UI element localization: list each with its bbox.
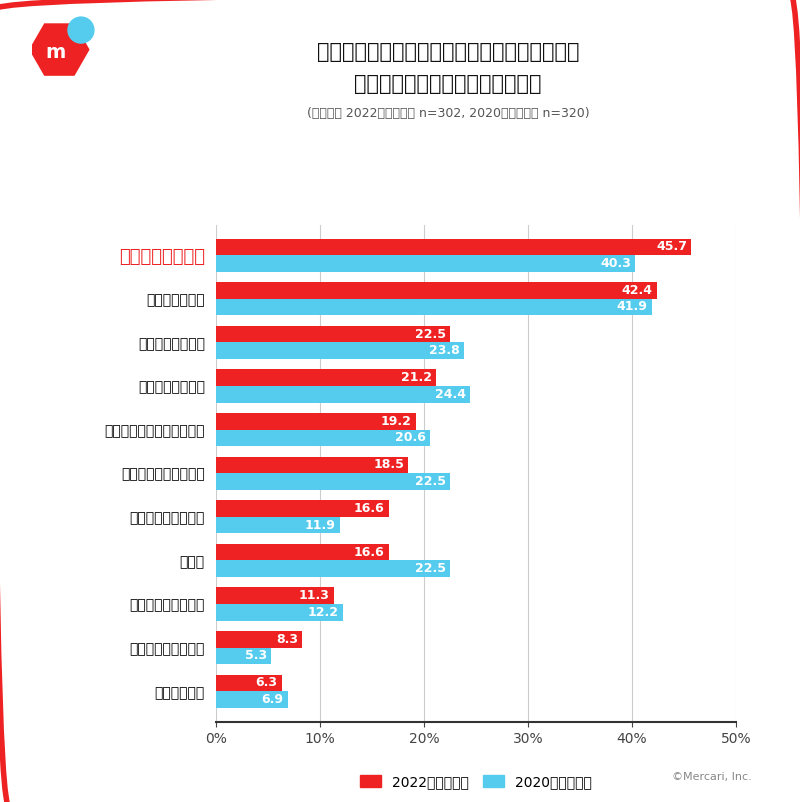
Bar: [216, 544, 389, 561]
Text: 19.2: 19.2: [381, 415, 411, 427]
Text: 20.6: 20.6: [395, 431, 426, 444]
Bar: [216, 298, 652, 315]
Text: 12.2: 12.2: [308, 606, 338, 619]
Bar: [216, 238, 691, 255]
Bar: [216, 370, 437, 386]
Bar: [216, 413, 416, 430]
Bar: [216, 255, 635, 272]
Bar: [216, 342, 463, 359]
Bar: [216, 282, 657, 298]
Text: 21.2: 21.2: [402, 371, 432, 384]
Text: 当てはまるものをお答えください: 当てはまるものをお答えください: [354, 75, 542, 94]
Text: ©Mercari, Inc.: ©Mercari, Inc.: [672, 772, 752, 782]
Bar: [216, 631, 302, 648]
Text: 18.5: 18.5: [374, 459, 404, 472]
Bar: [216, 473, 450, 490]
Text: 45.7: 45.7: [656, 241, 687, 253]
Bar: [216, 604, 343, 621]
Bar: [216, 691, 288, 708]
Text: 22.5: 22.5: [415, 327, 446, 341]
Bar: [216, 587, 334, 604]
Text: 42.4: 42.4: [622, 284, 653, 297]
Text: 16.6: 16.6: [354, 545, 385, 559]
Text: 16.6: 16.6: [354, 502, 385, 515]
Bar: [216, 561, 450, 577]
Text: 「中古品」として購入機会が増えたモノとして: 「中古品」として購入機会が増えたモノとして: [317, 43, 579, 62]
Bar: [216, 648, 271, 664]
Bar: [216, 500, 389, 516]
Circle shape: [68, 17, 94, 43]
Legend: 2022年調査結果, 2020年調査結果: 2022年調査結果, 2020年調査結果: [354, 769, 598, 795]
Text: 40.3: 40.3: [600, 257, 631, 270]
Text: 11.9: 11.9: [305, 519, 336, 532]
Bar: [216, 386, 470, 403]
Text: 6.9: 6.9: [262, 693, 284, 706]
Text: 23.8: 23.8: [429, 344, 459, 357]
Text: 11.3: 11.3: [298, 589, 330, 602]
Text: (複数回答 2022年調査結果 n=302, 2020年調査結果 n=320): (複数回答 2022年調査結果 n=302, 2020年調査結果 n=320): [306, 107, 590, 120]
Text: m: m: [45, 43, 65, 62]
Text: 5.3: 5.3: [245, 650, 267, 662]
Text: 22.5: 22.5: [415, 562, 446, 575]
Text: 8.3: 8.3: [276, 633, 298, 646]
Text: 24.4: 24.4: [434, 387, 466, 401]
Bar: [216, 674, 282, 691]
Text: 6.3: 6.3: [255, 676, 278, 690]
Bar: [216, 456, 408, 473]
Bar: [216, 326, 450, 342]
Text: 22.5: 22.5: [415, 475, 446, 488]
Bar: [216, 430, 430, 446]
Bar: [216, 516, 340, 533]
Text: 41.9: 41.9: [617, 301, 648, 314]
